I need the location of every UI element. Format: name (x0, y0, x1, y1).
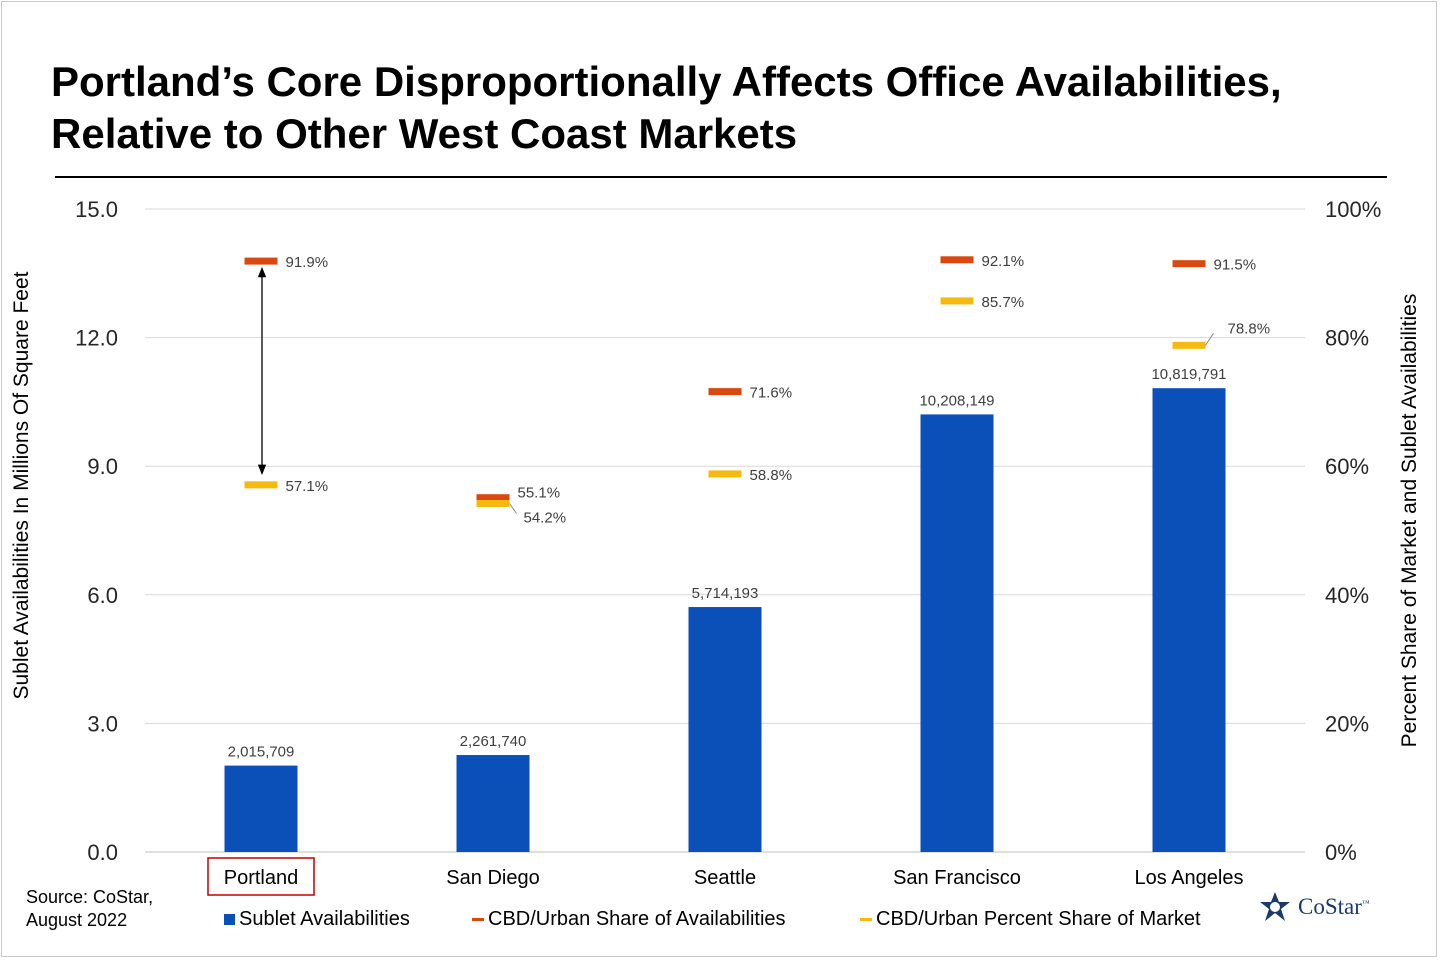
x-tick-label: Los Angeles (1135, 867, 1244, 889)
bar-data-label: 10,819,791 (1151, 366, 1226, 383)
bar (688, 607, 762, 852)
y2-tick-label: 100% (1325, 197, 1381, 222)
bar (224, 765, 298, 852)
y-tick-label: 3.0 (87, 711, 118, 736)
label-leader-line (509, 503, 517, 514)
bar-data-label: 2,261,740 (460, 733, 527, 750)
legend-item-market-share: CBD/Urban Percent Share of Market (860, 906, 1201, 932)
availability-share-marker (244, 257, 278, 265)
title-divider (55, 176, 1387, 178)
market-share-label: 54.2% (524, 509, 567, 526)
market-share-label: 85.7% (982, 294, 1025, 311)
market-share-marker (708, 470, 742, 478)
legend-swatch-sublet (224, 913, 235, 925)
availability-share-marker (476, 494, 510, 502)
y-axis-title: Sublet Availabilities In Millions Of Squ… (10, 271, 33, 699)
costar-logo-text: CoStar™ (1298, 894, 1370, 919)
availability-share-label: 71.6% (750, 385, 793, 402)
y-tick-label: 6.0 (87, 583, 118, 608)
y2-tick-label: 20% (1325, 711, 1369, 736)
bar-data-label: 2,015,709 (228, 744, 295, 761)
x-tick-label: Seattle (694, 867, 756, 889)
y2-axis-title: Percent Share of Market and Sublet Avail… (1398, 294, 1421, 748)
bar-data-label: 10,208,149 (919, 392, 994, 409)
bar (456, 755, 530, 852)
availability-share-label: 91.9% (286, 254, 329, 271)
market-share-marker (940, 297, 974, 305)
y-tick-label: 12.0 (75, 326, 118, 351)
availability-share-marker (708, 388, 742, 396)
market-share-marker (476, 499, 510, 507)
market-share-marker (244, 481, 278, 489)
legend-item-sublet: Sublet Availabilities (224, 906, 410, 932)
availability-share-label: 92.1% (982, 253, 1025, 270)
market-share-label: 78.8% (1228, 320, 1271, 337)
bar (1152, 388, 1226, 852)
bar-data-label: 5,714,193 (692, 585, 759, 602)
legend-label-sublet: Sublet Availabilities (239, 907, 410, 930)
y-tick-label: 0.0 (87, 840, 118, 865)
source-note: Source: CoStar, August 2022 (26, 887, 154, 930)
market-share-label: 57.1% (286, 478, 329, 495)
y2-tick-label: 80% (1325, 326, 1369, 351)
highlight-box (207, 857, 315, 896)
availability-share-label: 91.5% (1214, 257, 1257, 274)
legend-swatch-market-share (860, 917, 872, 921)
x-tick-label: Portland (224, 867, 299, 889)
y2-tick-label: 60% (1325, 454, 1369, 479)
costar-logo: CoStar™ (1258, 888, 1376, 926)
y2-tick-label: 0% (1325, 840, 1357, 865)
legend-label-availability-share: CBD/Urban Share of Availabilities (488, 907, 786, 930)
legend-swatch-availability-share (472, 917, 484, 921)
y2-tick-label: 40% (1325, 583, 1369, 608)
label-leader-line (1205, 333, 1214, 346)
x-tick-label: San Francisco (893, 867, 1021, 889)
legend-label-market-share: CBD/Urban Percent Share of Market (876, 907, 1201, 930)
market-share-label: 58.8% (750, 467, 793, 484)
chart-title: Portland’s Core Disproportionally Affect… (51, 58, 1282, 157)
y-tick-label: 9.0 (87, 454, 118, 479)
availability-share-marker (1172, 260, 1206, 268)
y-tick-label: 15.0 (75, 197, 118, 222)
bar (920, 414, 994, 852)
availability-share-label: 55.1% (518, 485, 561, 502)
legend-item-availability-share: CBD/Urban Share of Availabilities (472, 906, 786, 932)
market-share-marker (1172, 341, 1206, 349)
costar-star-icon (1260, 892, 1290, 921)
availability-share-marker (940, 256, 974, 264)
x-tick-label: San Diego (446, 867, 539, 889)
